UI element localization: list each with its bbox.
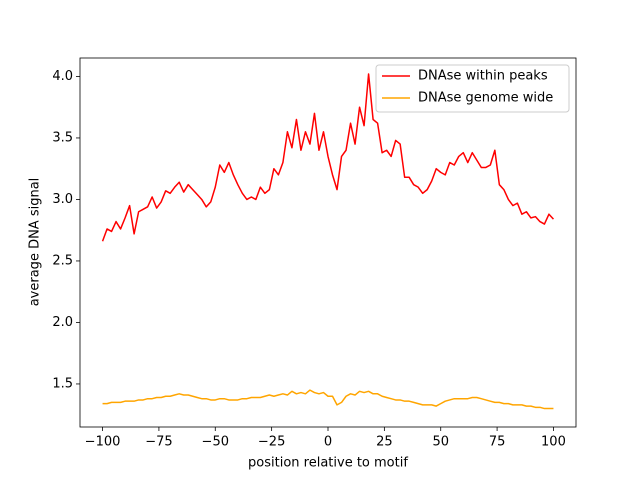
x-tick-label: 0 [324,435,332,450]
y-tick-label: 2.5 [52,253,73,268]
x-tick-label: 25 [376,435,393,450]
y-tick-label: 1.5 [52,376,73,391]
x-tick-label: 50 [432,435,449,450]
y-tick-label: 2.0 [52,315,73,330]
y-tick-label: 3.0 [52,192,73,207]
series-line [101,73,555,242]
series-line [102,389,554,410]
x-tick-label: −50 [202,435,229,450]
legend-label: DNAse within peaks [418,69,548,84]
x-axis-label: position relative to motif [248,456,408,471]
plot-frame [79,57,577,428]
x-tick-label: 100 [541,435,566,450]
x-tick-label: −75 [145,435,172,450]
legend-box [375,64,570,113]
y-tick-label: 4.0 [52,69,73,84]
x-tick-label: −25 [258,435,285,450]
legend-label: DNAse genome wide [418,91,553,106]
y-axis-label: average DNA signal [28,178,43,307]
x-tick-label: 75 [489,435,506,450]
y-tick-label: 3.5 [52,130,73,145]
x-tick-label: −100 [85,435,121,450]
